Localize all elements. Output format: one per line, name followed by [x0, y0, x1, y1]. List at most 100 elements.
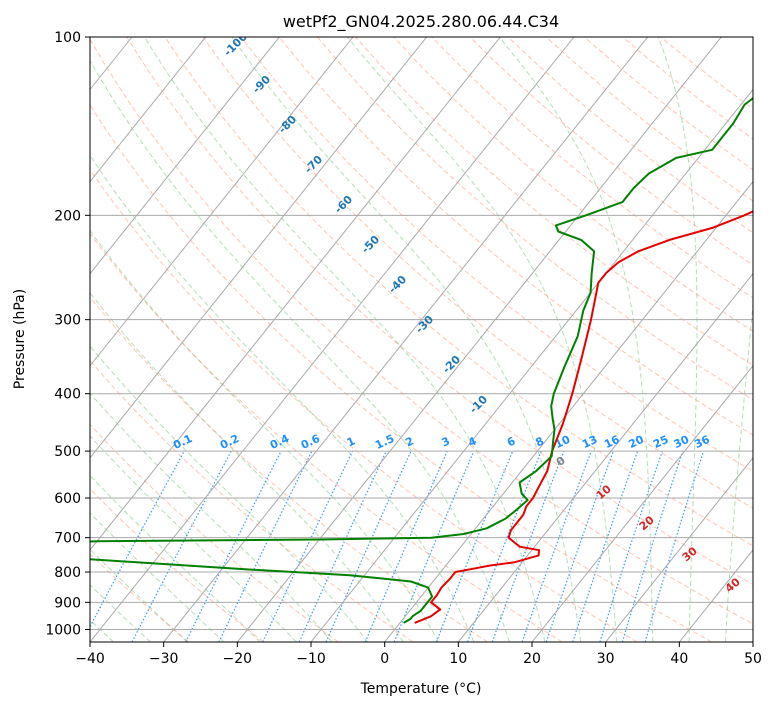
dry-adiabat-line	[317, 37, 753, 401]
isotherm-line	[90, 37, 428, 459]
mixing-ratio-line	[466, 450, 542, 642]
moist-adiabat-line	[90, 229, 439, 642]
dry-adiabat-line	[545, 37, 753, 202]
plot-frame	[89, 36, 754, 643]
mixing-ratio-label: 36	[692, 433, 712, 451]
moist-adiabat-label: -10	[467, 393, 490, 416]
dry-adiabat-line	[90, 104, 712, 642]
x-tick-label: 50	[744, 651, 762, 667]
y-tick-label: 200	[54, 208, 81, 224]
mixing-ratio-line	[325, 450, 412, 642]
x-tick-label: 20	[523, 651, 541, 667]
mixing-ratio-label: 30	[672, 433, 692, 451]
plot-area: 0.1 0.2 0.4 0.6 1 1.5 2 3 4 6 8 10 13 16 20 25 30 36-100-…	[0, 30, 775, 642]
moist-adiabat-line	[90, 512, 225, 642]
profile-series	[90, 97, 753, 624]
x-tick-label: 40	[670, 651, 688, 667]
moist-adiabat-line	[90, 154, 475, 642]
mixing-ratio-label: 0.6	[299, 432, 322, 452]
mixing-ratio-line	[545, 450, 614, 642]
y-tick-label: 100	[54, 30, 81, 46]
y-tick-label: 300	[54, 313, 81, 329]
mixing-ratio-line	[364, 450, 448, 642]
mixing-ratio-line	[435, 450, 514, 642]
dry-adiabat-line	[393, 37, 753, 332]
mixing-ratio-label: 20	[627, 433, 647, 451]
mixing-ratio-line	[298, 450, 387, 642]
moist-adiabat-line	[657, 37, 698, 642]
isotherm-line	[90, 37, 280, 275]
mixing-ratio-label: 25	[651, 433, 670, 451]
dry-adiabat-line	[90, 296, 488, 642]
dry-adiabat-line	[90, 168, 638, 642]
moist-adiabat-line	[231, 37, 582, 642]
moist-adiabat-line	[90, 548, 188, 642]
isotherm-line	[163, 37, 649, 642]
y-tick-label: 800	[54, 565, 81, 581]
moist-adiabat-label: -60	[332, 193, 355, 216]
dry-adiabat-line	[278, 37, 753, 436]
moist-adiabat-label: -70	[302, 153, 325, 176]
dry-adiabat-line	[507, 37, 753, 234]
mixing-ratio-label: 2	[403, 434, 415, 449]
mixing-ratio-line	[90, 450, 185, 628]
moist-adiabat-label: -40	[386, 273, 409, 296]
mixing-ratio-line	[491, 450, 565, 642]
mixing-ratio-label: 0.2	[218, 432, 241, 452]
mixing-ratio-label: 0.1	[171, 432, 194, 452]
dry-adiabat-line	[90, 553, 190, 642]
x-tick-label: 10	[449, 651, 467, 667]
x-tick-label: −40	[75, 651, 105, 667]
mixing-ratio-line	[185, 450, 282, 642]
dry-adiabat-line	[90, 38, 753, 625]
moist-adiabat-line	[90, 59, 510, 642]
dry-adiabat-label: 20	[637, 513, 657, 533]
y-axis-ticks: 100 200 300 400 500 600 700 800 900 1000	[45, 30, 90, 638]
mixing-ratio-label: 3	[440, 434, 452, 449]
temperature-profile-line	[414, 210, 753, 624]
mixing-ratio-label: 16	[602, 433, 622, 451]
dewpoint-profile-line	[90, 97, 753, 624]
moist-adiabat-label: -100	[221, 30, 250, 59]
mixing-ratio-line	[644, 450, 705, 642]
x-tick-label: −30	[149, 651, 179, 667]
y-tick-label: 600	[54, 491, 81, 507]
isotherm-line	[605, 457, 753, 642]
moist-adiabats	[90, 37, 775, 642]
moist-adiabat-line	[346, 37, 618, 642]
mixing-ratio-line	[572, 450, 639, 642]
mixing-ratio-label: 13	[580, 433, 599, 451]
moist-adiabat-label: -20	[440, 353, 463, 376]
moist-adiabat-line	[762, 37, 775, 642]
x-tick-label: 30	[597, 651, 615, 667]
mixing-ratio-line	[621, 450, 684, 642]
isoline-labels: 0.1 0.2 0.4 0.6 1 1.5 2 3 4 6 8 10 13 16 20 25 30 36-100-…	[171, 30, 743, 595]
y-tick-label: 500	[54, 444, 81, 460]
y-tick-label: 1000	[45, 622, 81, 638]
isotherm-line	[90, 37, 354, 367]
dry-adiabat-line	[583, 37, 753, 171]
mixing-ratio-label: 4	[466, 434, 479, 449]
moist-adiabat-line	[90, 292, 404, 642]
moist-adiabat-line	[90, 474, 261, 642]
x-axis-ticks: −40 −30 −20 −10 0 10 20 30 40 50	[75, 642, 762, 667]
dry-adiabat-line	[431, 37, 753, 299]
moist-adiabat-label: -90	[250, 73, 273, 96]
mixing-ratio-label: 1	[345, 434, 357, 449]
moist-adiabat-label: -50	[359, 233, 382, 256]
moist-adiabat-label: -80	[276, 113, 299, 136]
mixing-ratio-label: 6	[505, 434, 518, 449]
isotherm-line	[752, 641, 753, 642]
dry-adiabats	[90, 37, 753, 642]
mixing-ratio-label: 1.5	[373, 432, 396, 452]
dry-adiabat-label: 40	[723, 575, 743, 595]
moist-adiabat-label: -30	[413, 313, 436, 336]
mixing-ratio-line	[599, 450, 663, 642]
moist-adiabat-line	[90, 435, 297, 642]
mixing-ratio-line	[521, 450, 592, 642]
mixing-ratio-lines	[90, 450, 705, 642]
isotherm-line	[0, 37, 58, 642]
moist-adiabat-line	[144, 37, 546, 642]
moist-adiabat-line	[725, 299, 753, 642]
